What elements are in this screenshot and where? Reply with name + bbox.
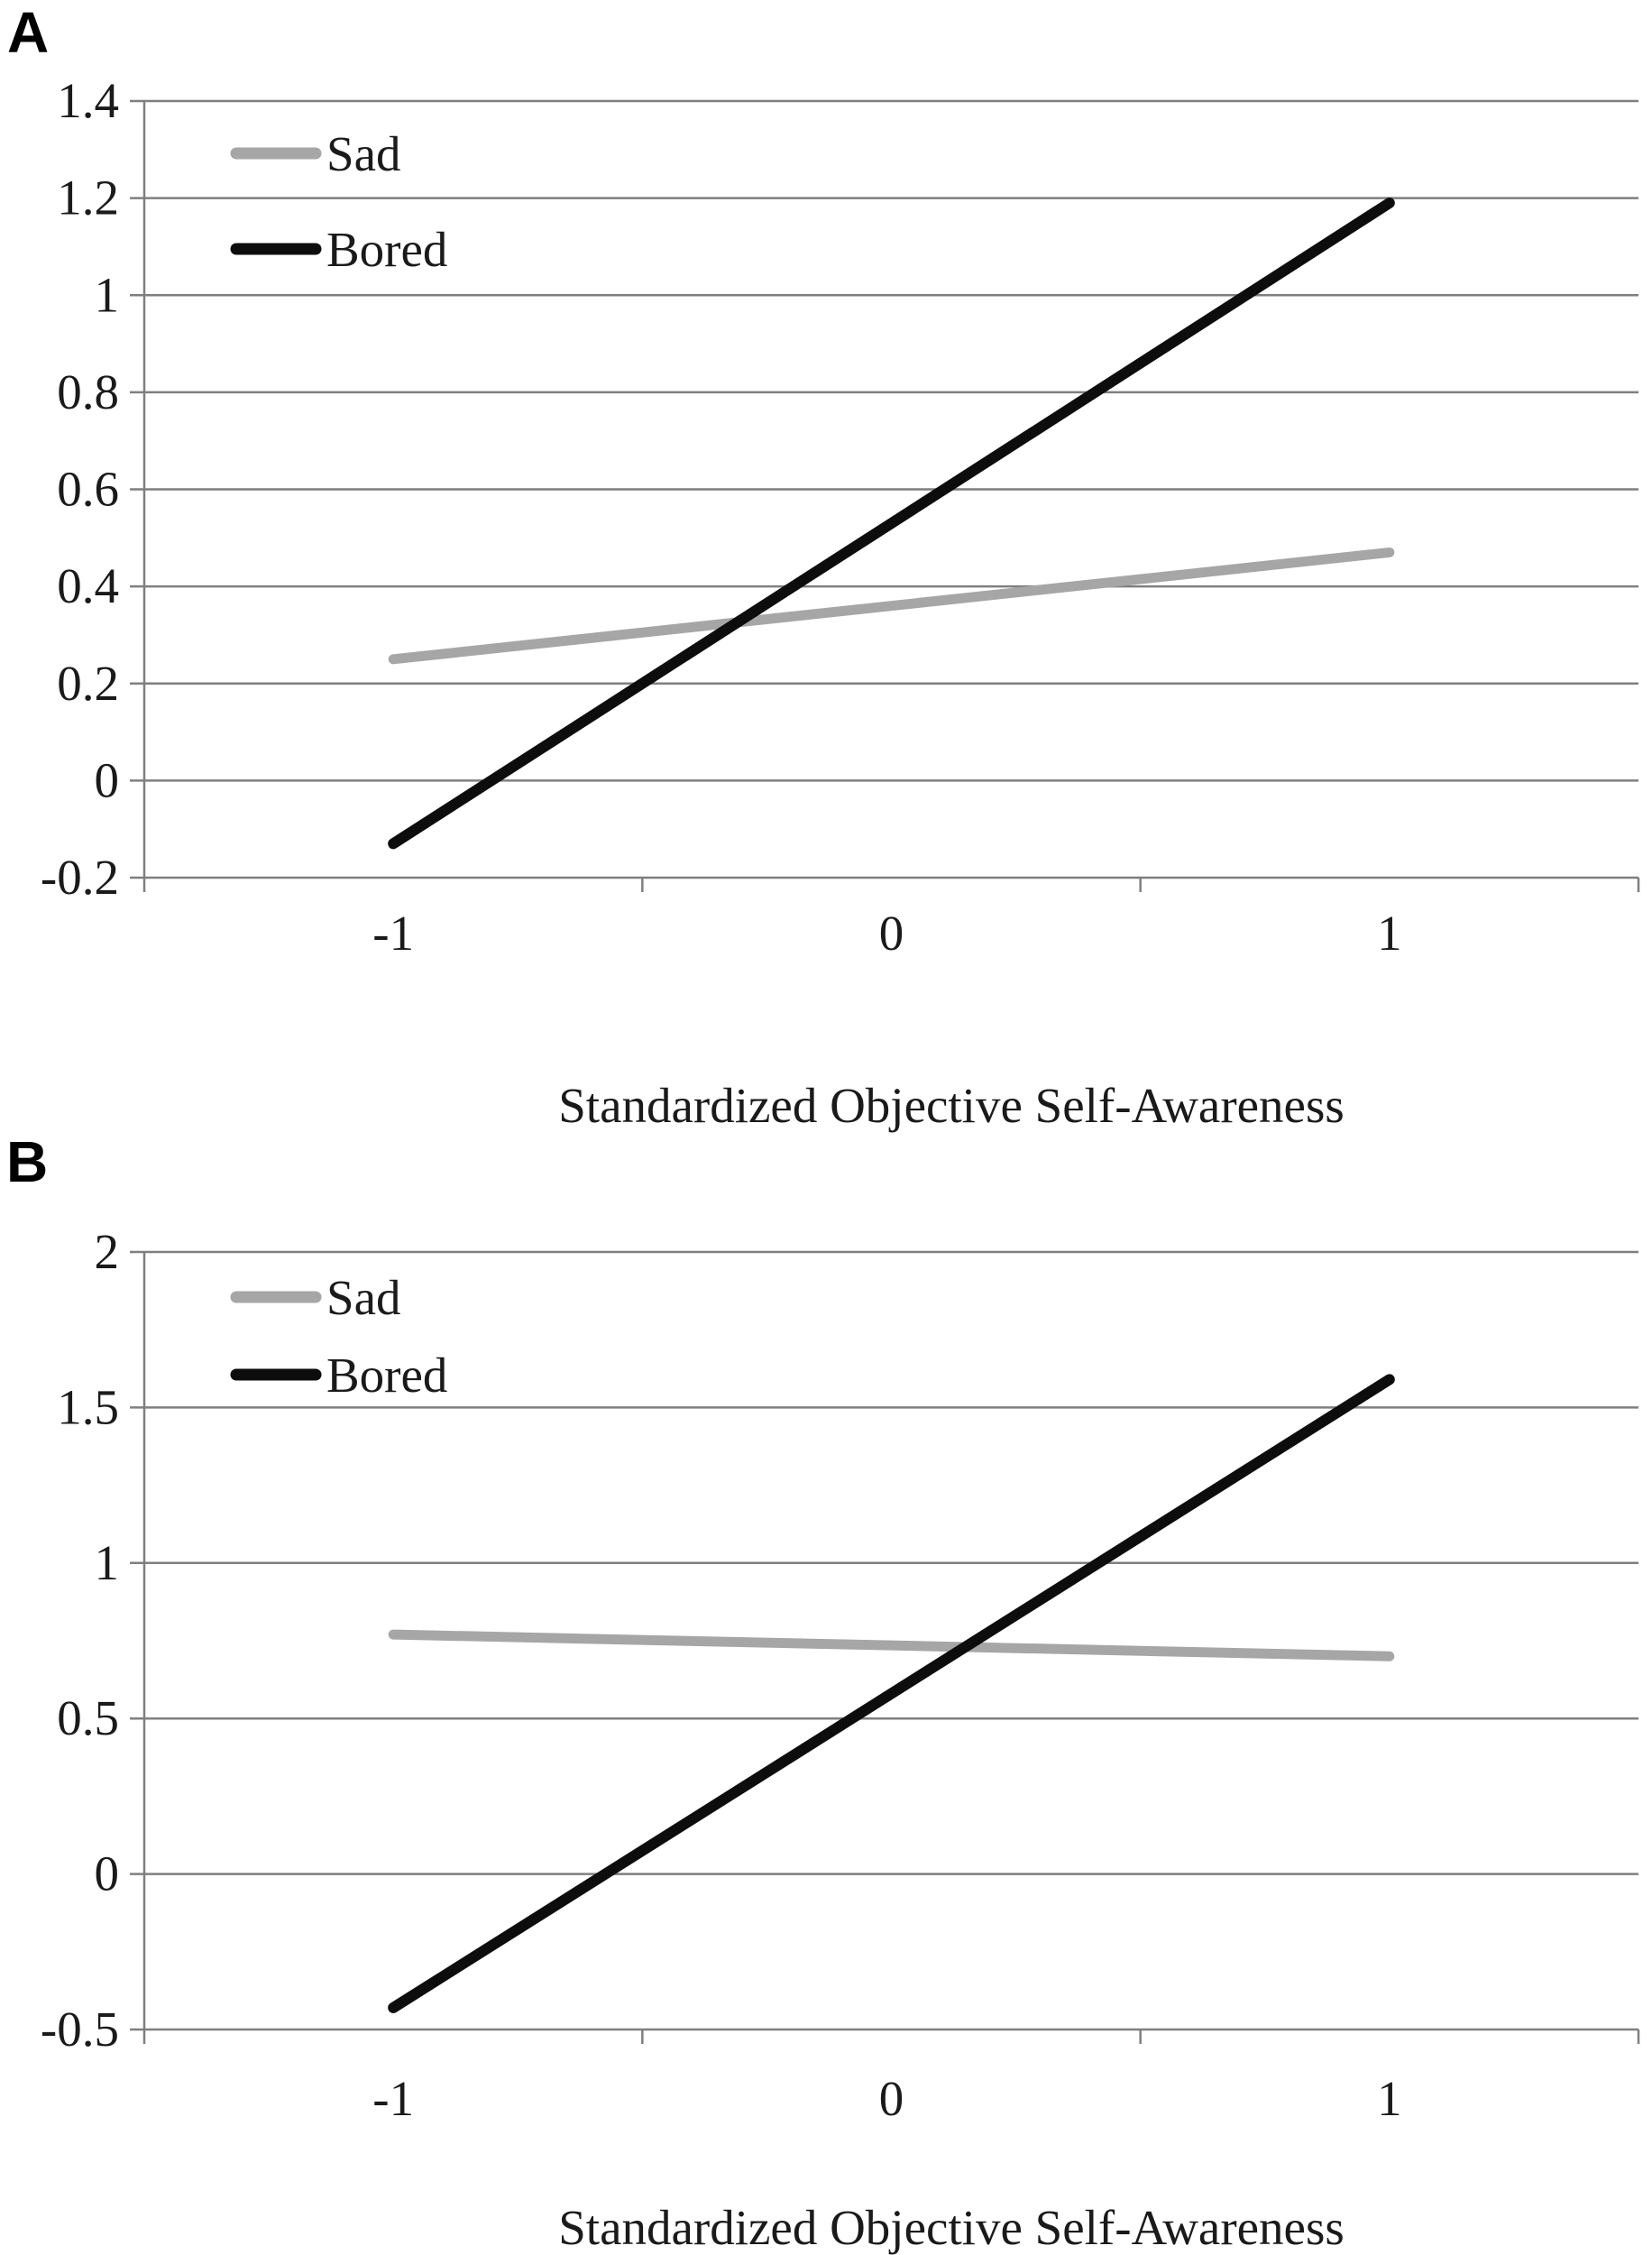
panel-a-label: A — [7, 0, 50, 65]
y-tick-label: 1 — [95, 267, 120, 322]
y-tick-label: 0 — [95, 1846, 120, 1901]
legend-label-bored: Bored — [326, 222, 447, 277]
x-tick-label: -1 — [372, 906, 414, 961]
y-tick-label: 0 — [95, 752, 120, 807]
series-line-sad — [388, 1629, 1395, 1661]
y-tick-label: 0.6 — [57, 462, 119, 517]
x-tick-label: 0 — [879, 2071, 904, 2126]
y-tick-label: 1.2 — [57, 170, 119, 226]
legend-label-sad: Sad — [326, 1270, 401, 1325]
x-tick-label: 1 — [1377, 2071, 1402, 2126]
series-line-bored — [388, 198, 1395, 850]
x-tick-label: 0 — [879, 906, 904, 961]
x-tick-label: 1 — [1377, 906, 1402, 961]
y-tick-label: 1 — [95, 1535, 120, 1590]
y-tick-label: -0.2 — [41, 850, 119, 905]
legend-label-sad: Sad — [326, 126, 401, 181]
y-tick-label: -0.5 — [41, 2002, 119, 2057]
xaxis-title-a: Standardized Objective Self-Awareness — [558, 1078, 1345, 1133]
xaxis-title-b: Standardized Objective Self-Awareness — [558, 2200, 1345, 2255]
y-tick-label: 1.4 — [57, 73, 119, 128]
x-tick-label: -1 — [372, 2071, 414, 2126]
y-tick-label: 0.5 — [57, 1690, 119, 1745]
y-tick-label: 1.5 — [57, 1379, 119, 1434]
y-tick-label: 2 — [95, 1224, 120, 1279]
legend-label-bored: Bored — [326, 1348, 447, 1403]
series-line-sad — [388, 547, 1395, 665]
series-line-bored — [388, 1374, 1395, 2013]
y-tick-label: 0.2 — [57, 656, 119, 711]
panel-b-label: B — [6, 1129, 49, 1194]
y-tick-label: 0.4 — [57, 558, 119, 613]
y-tick-label: 0.8 — [57, 364, 119, 419]
